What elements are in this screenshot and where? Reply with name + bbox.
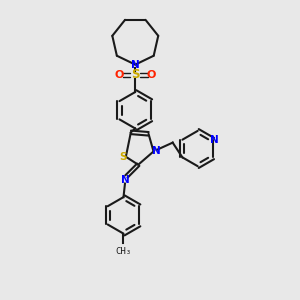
Text: S: S (131, 68, 140, 81)
Text: CH₃: CH₃ (116, 247, 132, 256)
Text: O: O (147, 70, 156, 80)
Text: S: S (120, 152, 127, 162)
Text: N: N (152, 146, 160, 157)
Text: N: N (121, 175, 129, 185)
Text: O: O (114, 70, 124, 80)
Text: N: N (131, 60, 140, 70)
Text: N: N (210, 135, 219, 145)
